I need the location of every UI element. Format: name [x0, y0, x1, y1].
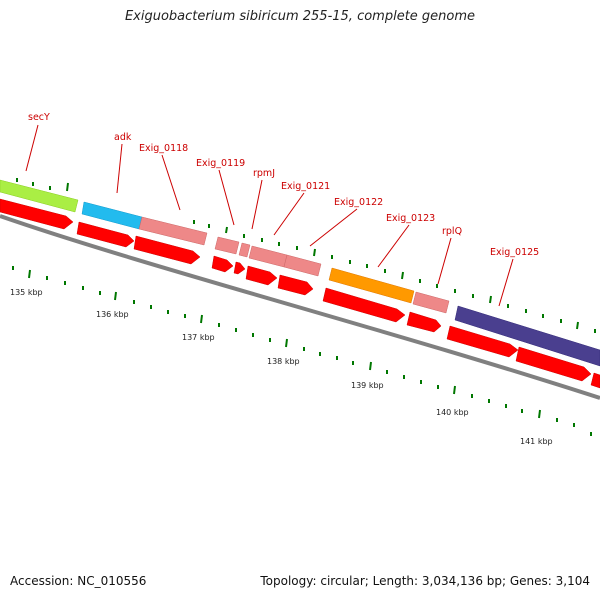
- cds-arrow[interactable]: [406, 311, 442, 333]
- gene-exig-0119[interactable]: [214, 236, 240, 255]
- gene-exig-0118[interactable]: [138, 216, 208, 246]
- scale-labels: 135 kbp 136 kbp 137 kbp 138 kbp 139 kbp …: [10, 288, 553, 446]
- cds-arrow[interactable]: [76, 221, 135, 248]
- gene-label-rpmJ[interactable]: rpmJ: [253, 168, 275, 179]
- cds-arrow[interactable]: [133, 235, 201, 265]
- scale-label-141: 141 kbp: [520, 437, 553, 446]
- scale-label-135: 135 kbp: [10, 288, 43, 297]
- gene-label-exig-0123[interactable]: Exig_0123: [386, 213, 435, 224]
- scale-ticks: [12, 266, 592, 436]
- gene-label-adk[interactable]: adk: [114, 132, 132, 143]
- gene-exig-0125[interactable]: [454, 305, 600, 367]
- feature-track: [0, 179, 600, 367]
- label-leaders: [25, 124, 514, 307]
- gene-labels: secY adk Exig_0118 Exig_0119 rpmJ Exig_0…: [28, 112, 539, 258]
- cds-arrow[interactable]: [277, 274, 314, 296]
- gene-secY[interactable]: [0, 179, 79, 213]
- cds-arrow[interactable]: [0, 198, 74, 230]
- gene-label-exig-0122[interactable]: Exig_0122: [334, 197, 383, 208]
- scale-label-138: 138 kbp: [267, 357, 300, 366]
- cds-arrow[interactable]: [233, 261, 246, 275]
- cds-arrow[interactable]: [590, 372, 600, 389]
- gene-label-rplQ[interactable]: rplQ: [442, 226, 462, 237]
- cds-arrow[interactable]: [245, 265, 278, 286]
- gene-label-exig-0119[interactable]: Exig_0119: [196, 158, 245, 169]
- accession-text: Accession: NC_010556: [10, 574, 147, 588]
- gene-rplQ[interactable]: [412, 291, 450, 314]
- upper-ticks: [16, 178, 596, 333]
- cds-arrow[interactable]: [211, 255, 234, 273]
- gene-exig-0122[interactable]: [283, 254, 322, 277]
- scale-label-137: 137 kbp: [182, 333, 215, 342]
- gene-label-exig-0121[interactable]: Exig_0121: [281, 181, 330, 192]
- cds-arrow[interactable]: [322, 287, 406, 323]
- gene-exig-0121[interactable]: [248, 245, 288, 268]
- genome-backbone: [0, 214, 600, 400]
- scale-label-136: 136 kbp: [96, 310, 129, 319]
- gene-label-exig-0118[interactable]: Exig_0118: [139, 143, 188, 154]
- gene-label-secY[interactable]: secY: [28, 112, 50, 123]
- cds-arrow[interactable]: [515, 346, 592, 382]
- gene-label-exig-0125[interactable]: Exig_0125: [490, 247, 539, 258]
- cds-arrow[interactable]: [446, 325, 519, 358]
- gene-exig-0123[interactable]: [328, 267, 415, 304]
- topology-text: Topology: circular; Length: 3,034,136 bp…: [260, 574, 590, 588]
- gene-rpmJ[interactable]: [238, 242, 251, 258]
- map-title: Exiguobacterium sibiricum 255-15, comple…: [124, 9, 476, 24]
- cds-track: [0, 198, 600, 389]
- scale-label-140: 140 kbp: [436, 408, 469, 417]
- scale-label-139: 139 kbp: [351, 381, 384, 390]
